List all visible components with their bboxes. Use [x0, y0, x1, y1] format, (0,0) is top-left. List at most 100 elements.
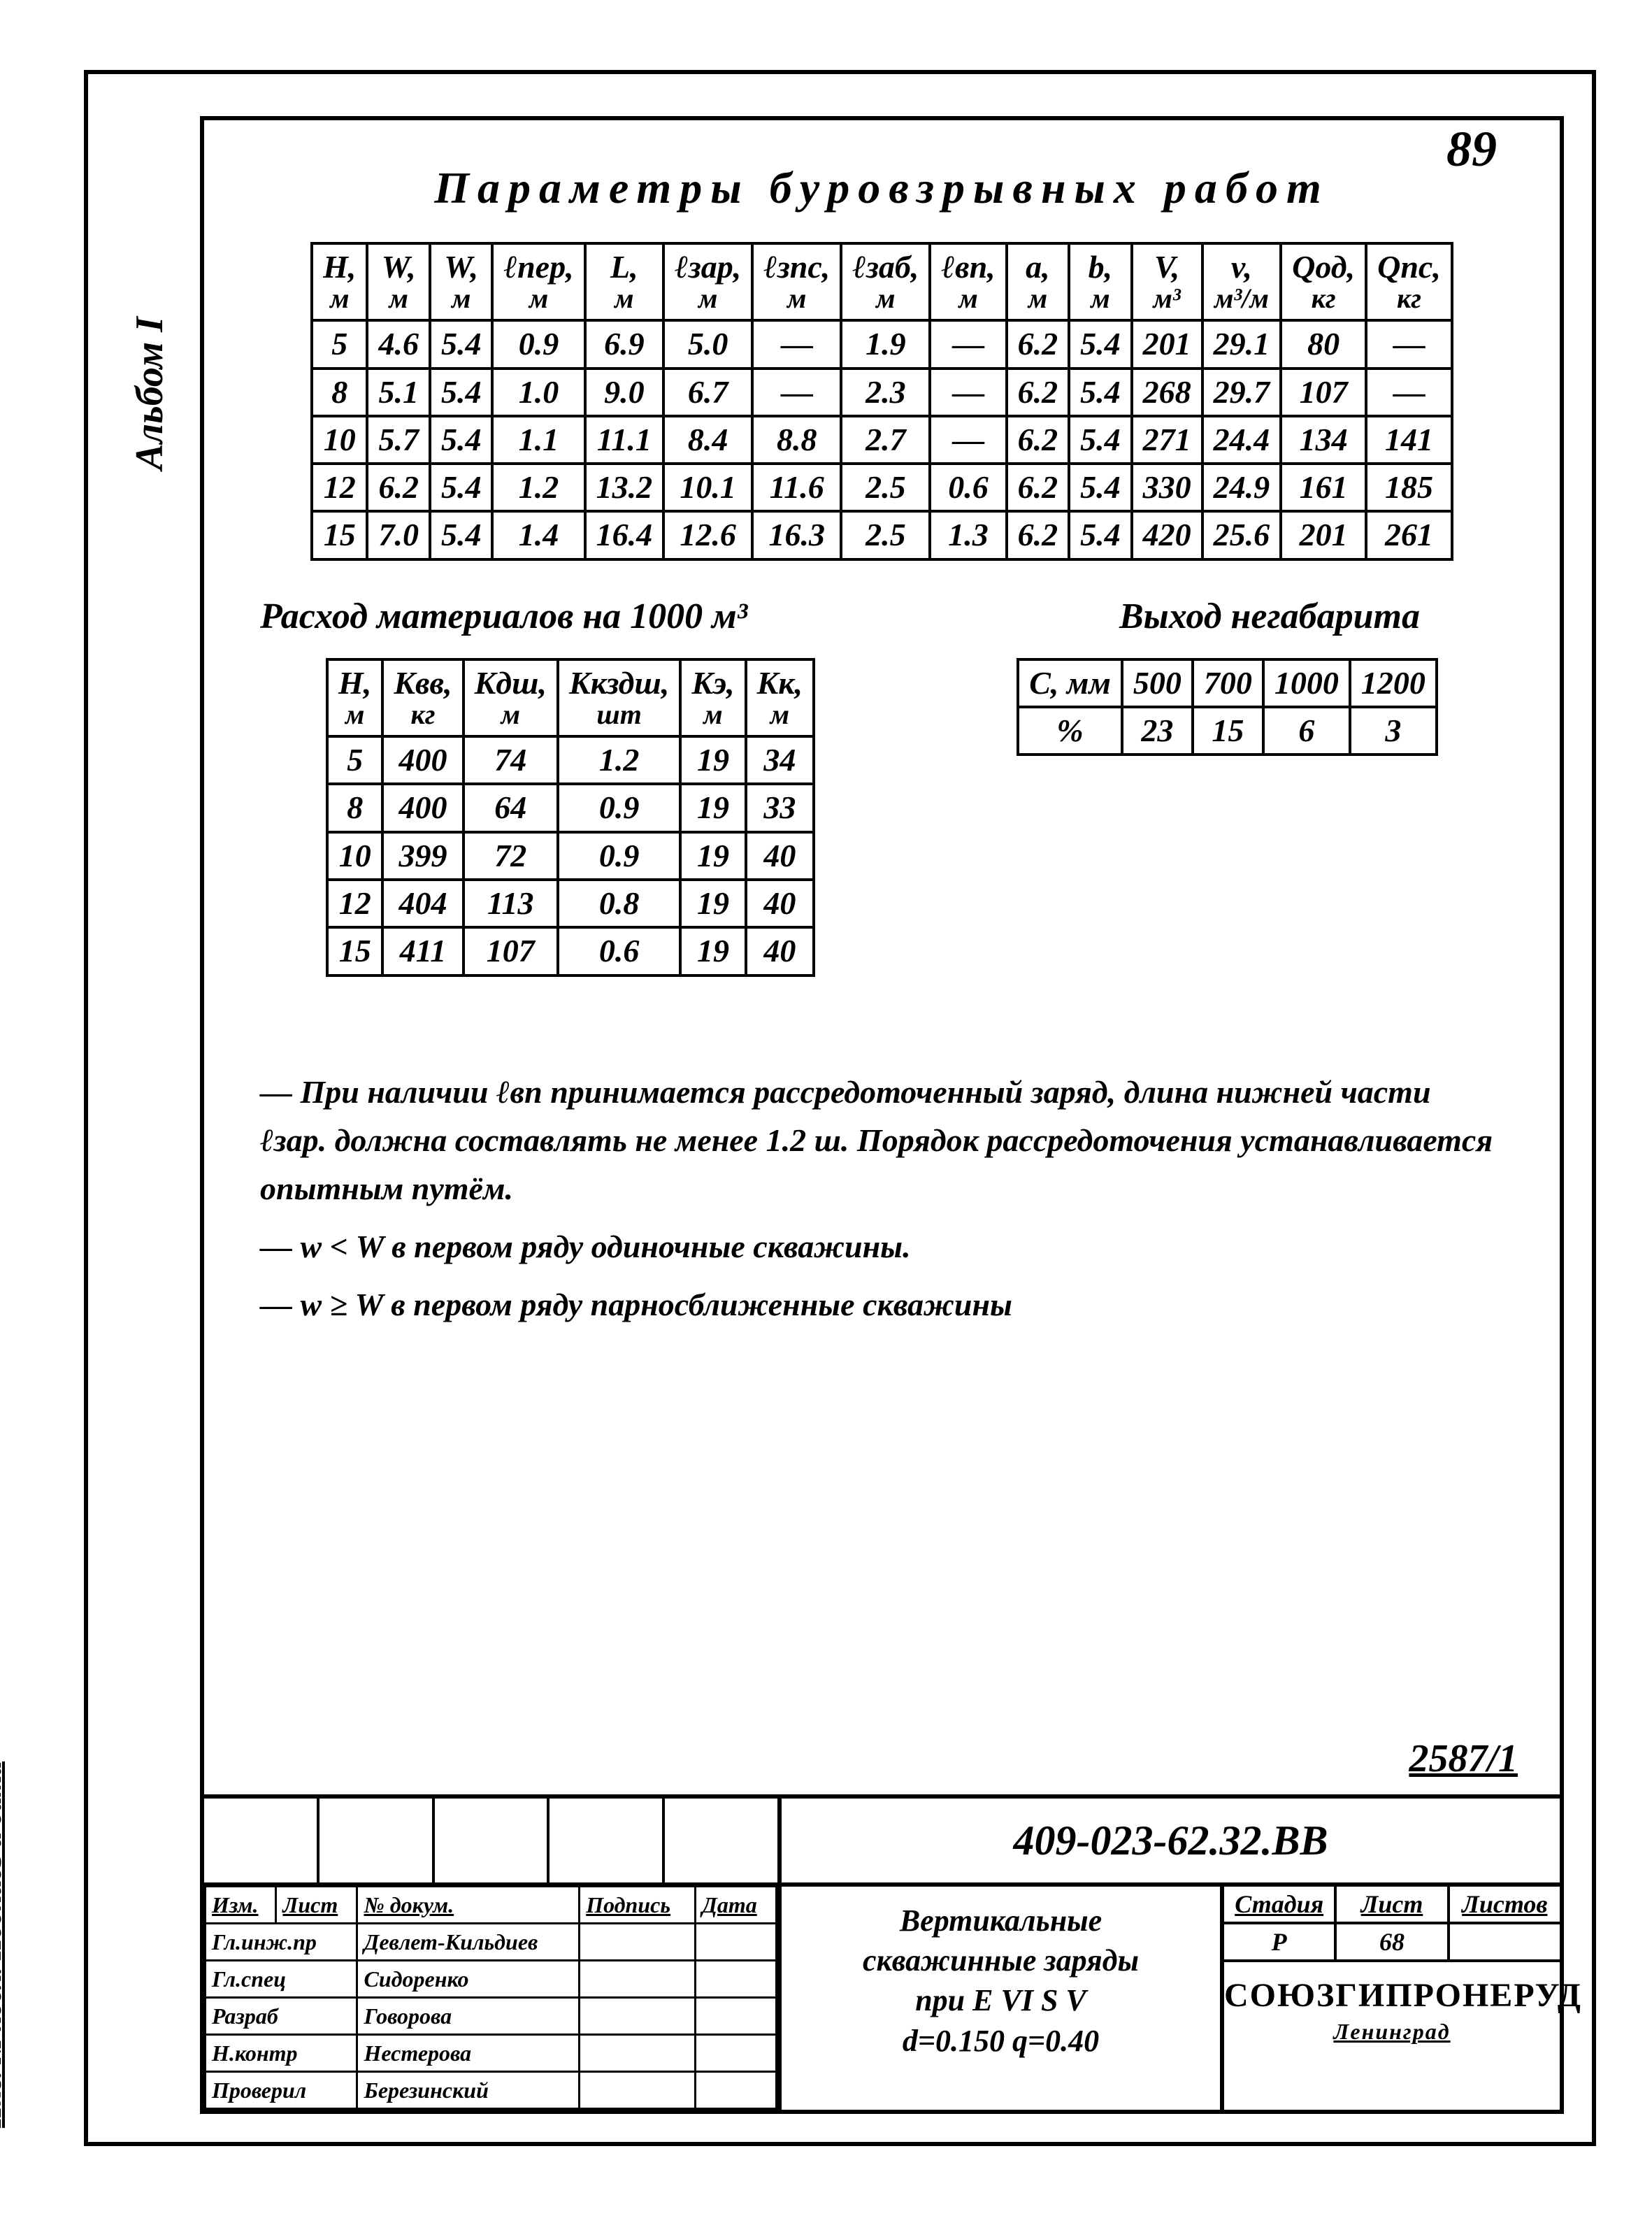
table-cell: 1.4: [492, 511, 584, 559]
table-header: Kвв,кг: [382, 659, 463, 736]
table-cell: 2.7: [841, 416, 930, 464]
table-cell: 6.9: [585, 320, 664, 368]
table-cell: 0.9: [558, 784, 680, 831]
table-cell: 5.4: [430, 511, 493, 559]
meta-header: Стадия: [1224, 1887, 1337, 1922]
table-header: ℓвп,м: [930, 243, 1006, 320]
meta-header-row: СтадияЛистЛистов: [1224, 1887, 1560, 1924]
desc-line: скважинные заряды: [789, 1940, 1213, 1980]
table-cell: 15: [312, 511, 367, 559]
role-cell: Разраб: [206, 1998, 357, 2035]
table-cell: 11.1: [585, 416, 664, 464]
revision-row: РазрабГоворова: [206, 1998, 777, 2035]
name-cell: Девлет-Кильдиев: [357, 1924, 580, 1961]
table-cell: 201: [1281, 511, 1366, 559]
subtitle-materials: Расход материалов на 1000 м³: [260, 596, 747, 637]
desc-line: при E VI S V: [789, 1980, 1213, 2020]
inner-frame: 89 Альбом I Параметры буровзрывных работ…: [200, 116, 1564, 2114]
table-cell: 3: [1350, 707, 1437, 755]
role-cell: Проверил: [206, 2072, 357, 2109]
signature-cell: [580, 1961, 696, 1998]
table-cell: 12: [312, 464, 367, 511]
table-cell: 16.4: [585, 511, 664, 559]
oversize-table: С, мм50070010001200 %231563: [1017, 658, 1438, 757]
table-cell: 500: [1122, 659, 1193, 707]
revision-row: ПроверилБерезинский: [206, 2072, 777, 2109]
table-cell: 1.3: [930, 511, 1006, 559]
table-cell: 19: [680, 736, 745, 784]
album-label: Альбом I: [127, 317, 172, 470]
table-cell: 9.0: [585, 369, 664, 416]
table-header: L,м: [585, 243, 664, 320]
table-cell: 5.0: [663, 320, 752, 368]
table-cell: 29.1: [1202, 320, 1281, 368]
table-cell: 1200: [1350, 659, 1437, 707]
table-header: %: [1018, 707, 1122, 755]
role-cell: Гл.инж.пр: [206, 1924, 357, 1961]
subtitle-oversize: Выход негабарита: [1119, 596, 1420, 637]
notes-block: — При наличии ℓвп принимается рассредото…: [260, 1068, 1504, 1329]
table-cell: 0.6: [558, 927, 680, 975]
revision-header-row: Изм.Лист№ докум.ПодписьДата: [206, 1887, 777, 1924]
date-cell: [696, 2035, 777, 2072]
table-cell: 12.6: [663, 511, 752, 559]
table-cell: 411: [382, 927, 463, 975]
table-cell: 24.4: [1202, 416, 1281, 464]
table-cell: 6.2: [1007, 416, 1070, 464]
note-line: — w < W в первом ряду одиночные скважины…: [260, 1222, 1504, 1271]
table-cell: 5.4: [1069, 320, 1132, 368]
table-header: Kэ,м: [680, 659, 745, 736]
signature-cell: [580, 2035, 696, 2072]
table-cell: 113: [464, 880, 558, 927]
table-cell: 80: [1281, 320, 1366, 368]
title-block-left: Изм.Лист№ докум.ПодписьДатаГл.инж.прДевл…: [204, 1799, 782, 2110]
table-cell: 2.3: [841, 369, 930, 416]
table-cell: 0.6: [930, 464, 1006, 511]
table-cell: 72: [464, 832, 558, 880]
title-block-lower: Вертикальныескважинные зарядыпри E VI S …: [782, 1887, 1560, 2110]
revision-header: № докум.: [357, 1887, 580, 1924]
note-line: — При наличии ℓвп принимается рассредото…: [260, 1068, 1504, 1213]
table-row: 154111070.61940: [327, 927, 814, 975]
table-cell: 201: [1132, 320, 1202, 368]
table-cell: 8.8: [752, 416, 841, 464]
table-cell: 19: [680, 927, 745, 975]
table-cell: 5.7: [367, 416, 430, 464]
table-cell: 330: [1132, 464, 1202, 511]
table-header: b,м: [1069, 243, 1132, 320]
title-block: Изм.Лист№ докум.ПодписьДатаГл.инж.прДевл…: [204, 1794, 1560, 2110]
table-cell: 19: [680, 880, 745, 927]
table-cell: 11.6: [752, 464, 841, 511]
inline-doc-number: 2587/1: [1409, 1736, 1518, 1781]
meta-value: 68: [1337, 1924, 1449, 1959]
table-header: Kк,м: [746, 659, 814, 736]
signature-cell: [580, 1998, 696, 2035]
page: 89 Альбом I Параметры буровзрывных работ…: [0, 0, 1652, 2230]
table-cell: 4.6: [367, 320, 430, 368]
table-cell: 40: [746, 880, 814, 927]
table-header: H,м: [312, 243, 367, 320]
table-cell: —: [752, 320, 841, 368]
org-city: Ленинград: [1224, 2019, 1560, 2045]
meta-header: Листов: [1450, 1887, 1560, 1922]
table-cell: 10: [327, 832, 382, 880]
table-cell: 400: [382, 736, 463, 784]
drawing-description: Вертикальныескважинные зарядыпри E VI S …: [782, 1887, 1224, 2110]
parameters-table: H,мW,мW,мℓпер,мL,мℓзар,мℓзпс,мℓзаб,мℓвп,…: [310, 242, 1453, 561]
table-cell: 185: [1366, 464, 1452, 511]
meta-header: Лист: [1337, 1887, 1449, 1922]
page-title: Параметры буровзрывных работ: [232, 162, 1532, 214]
table-cell: 404: [382, 880, 463, 927]
table-row: 105.75.41.111.18.48.82.7—6.25.427124.413…: [312, 416, 1452, 464]
table-cell: 5.4: [430, 464, 493, 511]
table-cell: 5.1: [367, 369, 430, 416]
desc-line: d=0.150 q=0.40: [789, 2021, 1213, 2061]
table-header: С, мм: [1018, 659, 1122, 707]
title-block-right: 409-023-62.32.ВВ Вертикальныескважинные …: [782, 1799, 1560, 2110]
table-cell: 8.4: [663, 416, 752, 464]
table-header: W,м: [367, 243, 430, 320]
name-cell: Говорова: [357, 1998, 580, 2035]
table-cell: 8: [327, 784, 382, 831]
table-header: ℓзпс,м: [752, 243, 841, 320]
revision-header: Изм.: [206, 1887, 276, 1924]
